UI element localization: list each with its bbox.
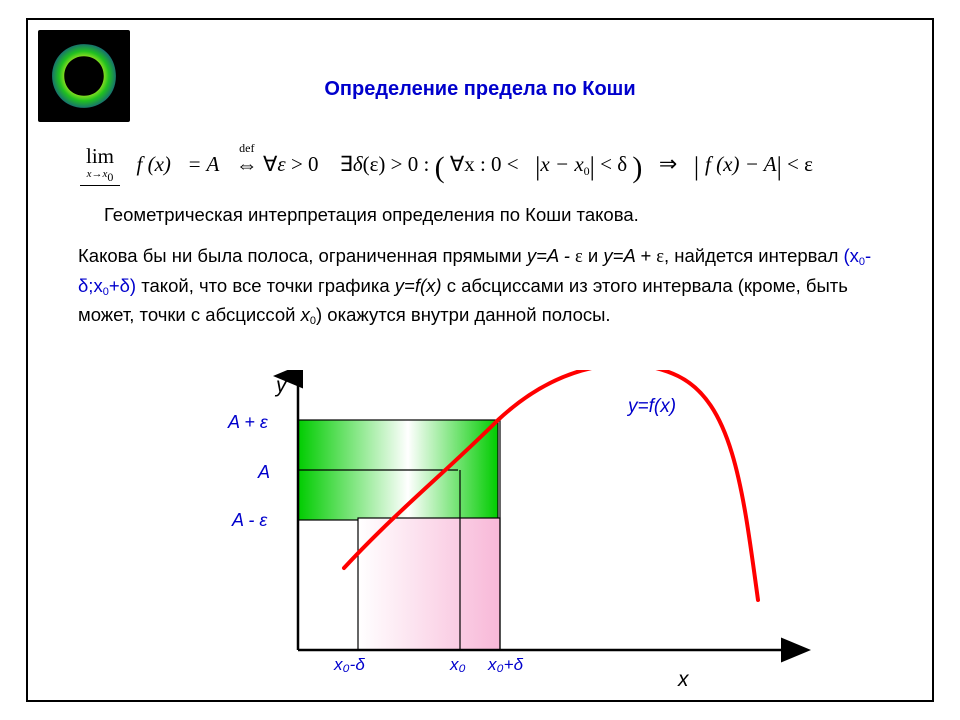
page: Определение предела по Коши lim x→x0 f (…: [0, 0, 960, 720]
delta-band: [358, 518, 500, 650]
exists-icon: ∃: [340, 152, 353, 176]
x-axis-label: x: [677, 668, 690, 690]
x0-label: x₀: [449, 655, 466, 674]
implies-icon: ⇒: [659, 151, 677, 176]
fx: f (x): [137, 152, 171, 176]
A-minus-eps-label: A - ε: [231, 510, 268, 530]
A-plus-eps-label: A + ε: [227, 412, 269, 432]
limit-chart: y A + ε A A - ε x₀-δ x₀ x₀+δ x y=f(x): [198, 370, 818, 690]
yfx-label: y=f(x): [626, 396, 676, 417]
swirl-icon: [46, 38, 122, 114]
forall-icon: ∀: [263, 152, 277, 176]
explanation-body: Какова бы ни была полоса, ограниченная п…: [78, 242, 892, 330]
lim-sub: x→x: [87, 168, 108, 180]
slide-title: Определение предела по Коши: [28, 78, 932, 101]
explanation-intro: Геометрическая интерпретация определения…: [104, 204, 892, 226]
lim-symbol: lim: [86, 144, 114, 168]
limit-definition-formula: lim x→x0 f (x) = A def⇔ ∀ε > 0 ∃δ(ε) > 0…: [80, 146, 912, 186]
iff-icon: ⇔: [236, 152, 258, 177]
x0-minus-delta-label: x₀-δ: [333, 655, 365, 674]
content-frame: Определение предела по Коши lim x→x0 f (…: [26, 18, 934, 702]
x0-plus-delta-label: x₀+δ: [487, 655, 524, 674]
A-label: A: [257, 462, 270, 482]
decorative-logo: [38, 30, 130, 122]
y-axis-label: y: [274, 374, 288, 397]
eq-A: = A: [187, 152, 219, 176]
